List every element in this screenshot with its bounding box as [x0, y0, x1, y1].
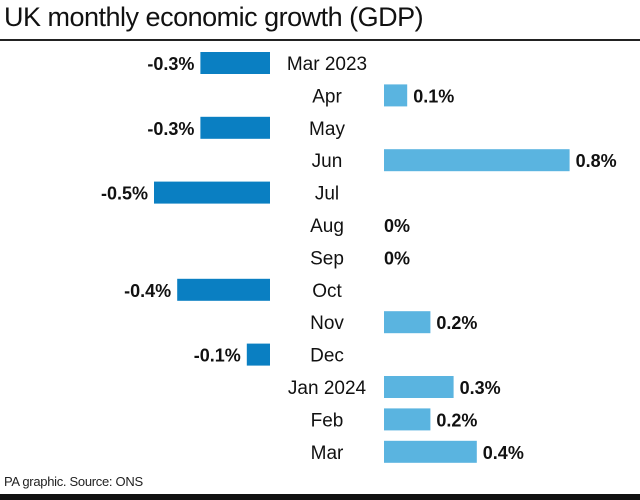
bar-row: Feb 0.2% — [311, 408, 477, 431]
bar-row: Dec -0.1% — [194, 343, 344, 367]
category-label: Sep — [310, 248, 344, 269]
value-label: 0% — [384, 248, 410, 268]
category-label: May — [309, 119, 345, 140]
category-label: Mar — [311, 443, 344, 464]
bar-positive — [384, 376, 454, 398]
value-label: 0.8% — [576, 151, 617, 171]
chart-title: UK monthly economic growth (GDP) — [4, 2, 424, 32]
bar-row: Jan 2024 0.3% — [288, 376, 501, 399]
value-label: -0.3% — [147, 54, 194, 74]
category-label: Oct — [312, 281, 342, 302]
value-label: -0.3% — [147, 119, 194, 139]
value-label: 0.4% — [483, 443, 524, 463]
source-note: PA graphic. Source: ONS — [4, 474, 143, 489]
bar-positive — [384, 149, 570, 172]
value-label: 0.2% — [436, 410, 477, 430]
value-label: 0% — [384, 216, 410, 236]
category-label: Jul — [315, 184, 339, 205]
category-label: Apr — [312, 86, 342, 107]
category-label: Aug — [310, 216, 344, 237]
bar-row: Nov 0.2% — [310, 311, 477, 334]
bar-negative — [200, 52, 270, 74]
category-label: Dec — [310, 346, 344, 367]
bar-row: Apr 0.1% — [312, 84, 454, 107]
value-label: -0.5% — [101, 184, 148, 204]
bar-positive — [384, 408, 431, 431]
bar-row: Sep 0% — [310, 248, 410, 269]
bar-negative — [246, 343, 270, 366]
bar-negative — [154, 181, 270, 204]
bar-row: Jun 0.8% — [312, 149, 617, 172]
bottom-rule — [0, 494, 640, 500]
bar-row: Jul -0.5% — [101, 181, 339, 205]
category-label: Jan 2024 — [288, 378, 367, 399]
bar-positive — [384, 84, 408, 107]
value-label: 0.3% — [460, 378, 501, 398]
value-label: 0.2% — [436, 313, 477, 333]
category-label: Feb — [311, 410, 344, 431]
value-label: 0.1% — [413, 86, 454, 106]
bar-row: Mar 0.4% — [311, 440, 524, 464]
title-divider — [0, 39, 640, 41]
bar-row: Aug 0% — [310, 216, 410, 237]
category-label: Jun — [312, 151, 343, 172]
value-label: -0.1% — [194, 346, 241, 366]
bar-positive — [384, 440, 477, 463]
bar-negative — [200, 116, 270, 139]
category-label: Nov — [310, 313, 344, 334]
bar-positive — [384, 311, 431, 334]
bar-row: Oct -0.4% — [124, 278, 342, 302]
value-label: -0.4% — [124, 281, 171, 301]
bar-negative — [177, 278, 270, 301]
bar-row: May -0.3% — [147, 116, 345, 140]
category-label: Mar 2023 — [287, 54, 367, 75]
bar-row: Mar 2023 -0.3% — [147, 52, 367, 75]
